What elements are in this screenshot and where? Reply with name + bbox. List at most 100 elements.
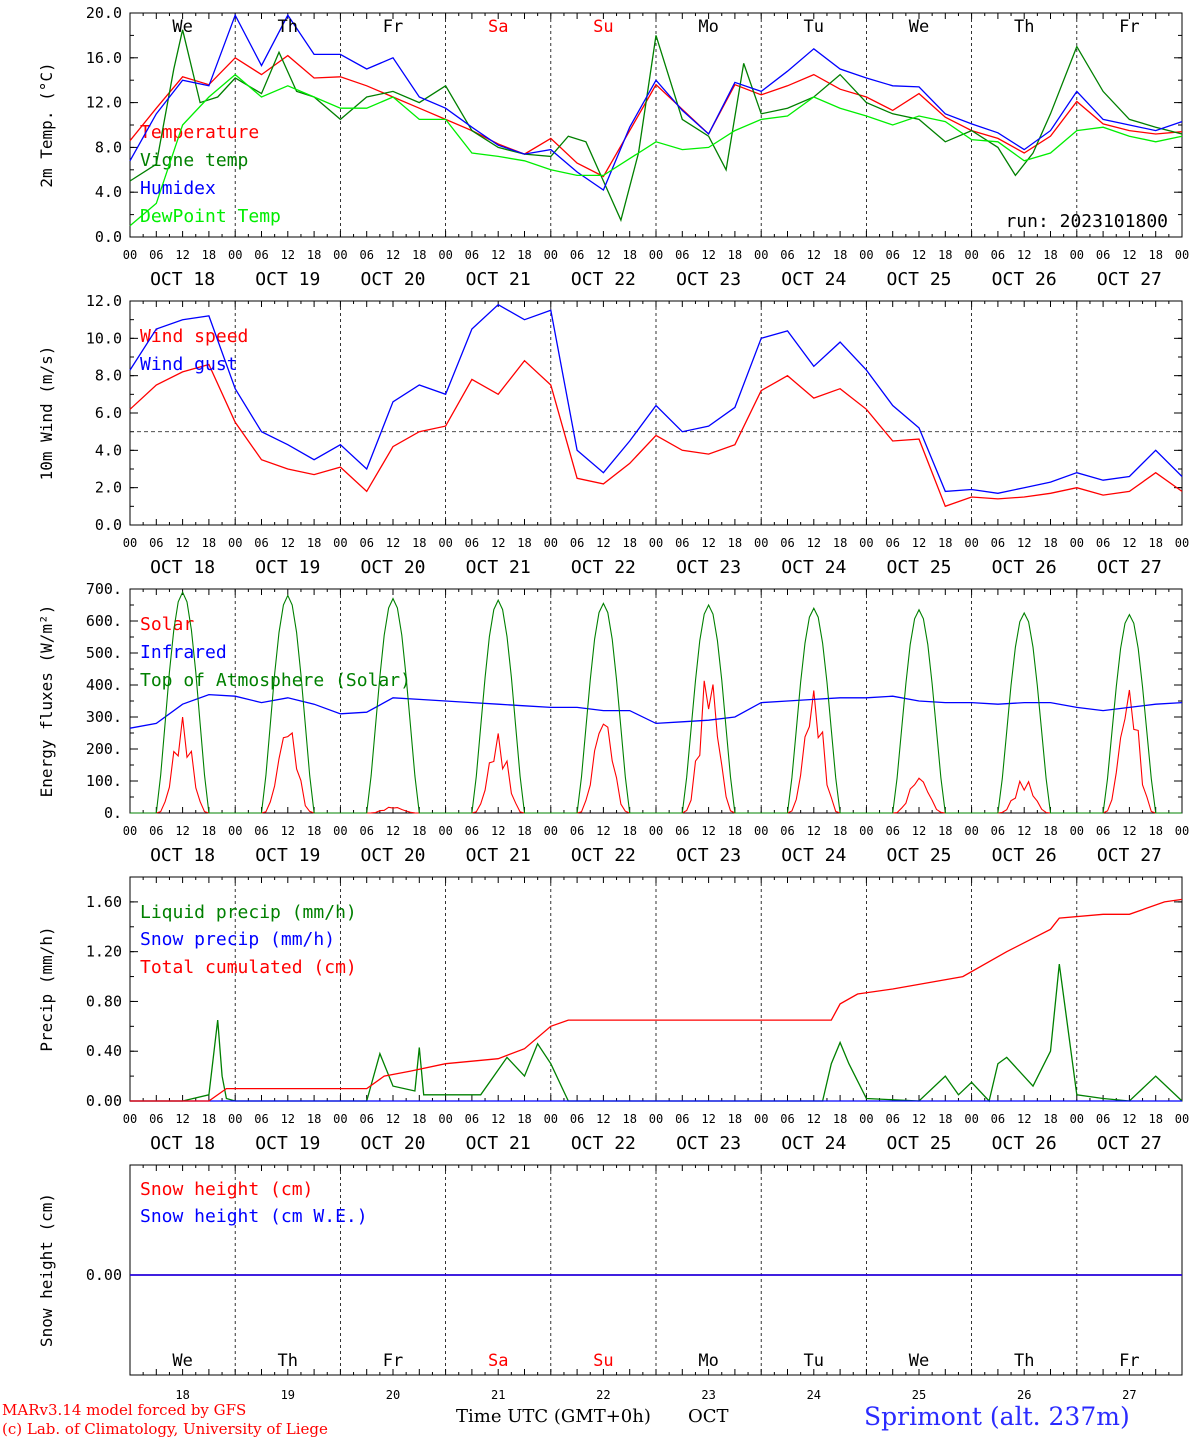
hour-tick-label: 00: [964, 824, 978, 838]
hour-tick-label: 18: [412, 1112, 426, 1126]
hour-tick-label: 12: [1122, 824, 1136, 838]
hour-tick-label: 18: [833, 824, 847, 838]
hour-tick-label: 12: [701, 248, 715, 262]
total-cumulated-cm-series: [130, 898, 1183, 1102]
hour-tick-label: 00: [333, 1112, 347, 1126]
date-label: OCT 21: [466, 1133, 531, 1154]
hour-tick-label: 06: [359, 824, 373, 838]
hour-tick-label: 06: [254, 248, 268, 262]
hour-tick-label: 18: [1043, 1112, 1057, 1126]
hour-tick-label: 00: [1175, 248, 1189, 262]
hour-tick-label: 00: [754, 824, 768, 838]
y-axis-label: 10m Wind (m/s): [37, 346, 56, 481]
hour-tick-label: 12: [386, 1112, 400, 1126]
hour-tick-label: 06: [465, 824, 479, 838]
hour-tick-label: 06: [991, 1112, 1005, 1126]
legend-humidex: Humidex: [140, 178, 216, 199]
hour-tick-label: 12: [386, 824, 400, 838]
hour-tick-label: 12: [386, 536, 400, 550]
panel-snow: 0.00 Snow height (cm) Snow height (cm) Snow…: [37, 1164, 1183, 1402]
y-tick-label: 700.: [86, 580, 122, 598]
y-tick-label: 0.80: [86, 992, 122, 1010]
day-name: Su: [593, 17, 613, 37]
date-label: OCT 20: [360, 269, 425, 290]
hour-tick-label: 00: [754, 1112, 768, 1126]
hour-tick-label: 18: [307, 824, 321, 838]
date-label: OCT 26: [992, 1133, 1057, 1154]
hour-tick-label: 00: [649, 824, 663, 838]
day-number: 27: [1122, 1388, 1136, 1402]
hour-tick-label: 18: [1043, 536, 1057, 550]
day-name: We: [909, 1351, 929, 1371]
panel-energy: 0. 100. 200. 300. 400. 500. 600. 700. Energy flu…: [37, 580, 1189, 866]
legend-infrared: Infrared: [140, 642, 227, 663]
hour-tick-label: 12: [1122, 1112, 1136, 1126]
humidex-series: [129, 13, 1183, 191]
hour-tick-label: 00: [438, 1112, 452, 1126]
hour-tick-label: 18: [412, 824, 426, 838]
hour-tick-label: 00: [544, 248, 558, 262]
hour-tick-label: 12: [281, 248, 295, 262]
hour-tick-label: 12: [1017, 824, 1031, 838]
hour-tick-label: 18: [1148, 1112, 1162, 1126]
hour-tick-label: 00: [859, 1112, 873, 1126]
hour-tick-label: 06: [675, 536, 689, 550]
hour-tick-label: 12: [386, 248, 400, 262]
hour-tick-label: 18: [517, 248, 531, 262]
hour-tick-label: 06: [885, 1112, 899, 1126]
hour-tick-label: 18: [1148, 536, 1162, 550]
hour-tick-label: 12: [281, 536, 295, 550]
hour-tick-label: 18: [202, 1112, 216, 1126]
run-annotation: run: 2023101800: [1005, 211, 1168, 232]
hour-tick-label: 18: [728, 248, 742, 262]
hour-tick-label: 06: [570, 824, 584, 838]
date-label: OCT 18: [150, 557, 215, 578]
hour-tick-label: 12: [596, 824, 610, 838]
hour-tick-label: 06: [465, 1112, 479, 1126]
hour-tick-label: 06: [885, 824, 899, 838]
day-name: Th: [278, 1351, 298, 1371]
hour-tick-label: 12: [1017, 1112, 1031, 1126]
date-label: OCT 21: [466, 845, 531, 866]
date-label: OCT 25: [886, 1133, 951, 1154]
panel-frame: [129, 12, 1183, 238]
hour-tick-label: 06: [780, 248, 794, 262]
station-name: Sprimont (alt. 237m): [864, 1402, 1130, 1431]
hour-tick-label: 00: [228, 1112, 242, 1126]
day-name: Fr: [1119, 1351, 1139, 1371]
day-number: 25: [912, 1388, 926, 1402]
y-tick-label: 20.0: [86, 4, 122, 22]
legend-snow-height-cm-w-e: Snow height (cm W.E.): [140, 1206, 368, 1227]
day-number: 23: [701, 1388, 715, 1402]
hour-tick-label: 00: [1175, 1112, 1189, 1126]
day-number: 18: [175, 1388, 189, 1402]
legend-snow-precip-mm-h: Snow precip (mm/h): [140, 929, 335, 950]
panel-frame: [129, 300, 1183, 526]
legend-wind-gust: Wind gust: [140, 354, 238, 375]
y-tick-label: 1.60: [86, 893, 122, 911]
hour-tick-label: 06: [149, 248, 163, 262]
hour-tick-label: 18: [622, 248, 636, 262]
hour-tick-label: 00: [964, 536, 978, 550]
liquid-precip-mm-h-series: [130, 964, 1183, 1103]
day-name: We: [172, 17, 192, 37]
hour-tick-label: 00: [123, 824, 137, 838]
hour-tick-label: 18: [728, 536, 742, 550]
hour-tick-label: 00: [1175, 536, 1189, 550]
day-name: We: [172, 1351, 192, 1371]
hour-tick-label: 12: [701, 824, 715, 838]
hour-tick-label: 18: [307, 1112, 321, 1126]
hour-tick-label: 00: [1070, 248, 1084, 262]
y-tick-label: 100.: [86, 772, 122, 790]
hour-tick-label: 18: [938, 1112, 952, 1126]
y-axis-label: Energy fluxes (W/m²): [37, 605, 56, 798]
date-label: OCT 25: [886, 557, 951, 578]
credit-line-2: (c) Lab. of Climatology, University of L…: [2, 1420, 328, 1438]
x-axis-label: Time UTC (GMT+0h): [456, 1406, 651, 1427]
y-tick-label: 400.: [86, 676, 122, 694]
hour-tick-label: 12: [912, 536, 926, 550]
hour-tick-label: 00: [859, 824, 873, 838]
y-tick-label: 8.0: [95, 367, 122, 385]
hour-tick-label: 12: [807, 248, 821, 262]
hour-tick-label: 18: [938, 536, 952, 550]
